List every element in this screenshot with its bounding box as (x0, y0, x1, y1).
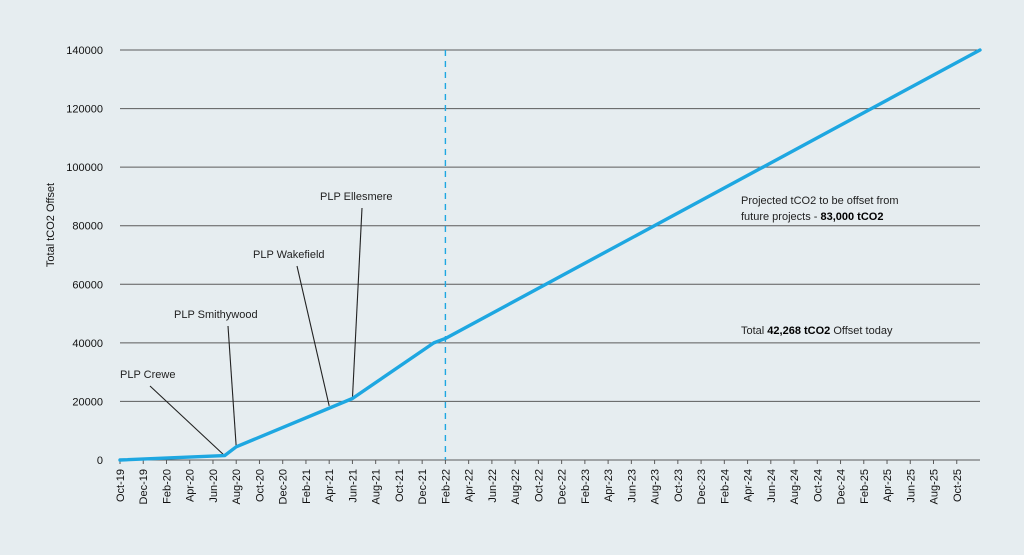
x-tick-label: Feb-24 (719, 469, 731, 504)
x-tick-label: Feb-21 (301, 469, 313, 504)
y-tick-label: 100000 (66, 162, 103, 174)
x-tick-label: Apr-23 (603, 469, 615, 502)
chart-notes: Projected tCO2 to be offset from future p… (741, 195, 899, 337)
annotation-label: PLP Wakefield (253, 249, 325, 261)
x-tick-label: Dec-23 (696, 469, 708, 504)
x-tick-label: Jun-23 (626, 469, 638, 503)
x-tick-label: Dec-20 (278, 469, 290, 504)
x-tick-label: Feb-20 (161, 469, 173, 504)
x-tick-label: Feb-25 (859, 469, 871, 504)
annotation-leader-line (149, 385, 225, 457)
y-tick-label: 0 (97, 455, 103, 467)
annotation-leader-line (296, 265, 330, 406)
x-tick-label: Oct-23 (673, 469, 685, 502)
x-tick-label: Apr-22 (464, 469, 476, 502)
x-axis-ticks: Oct-19 Dec-19 Feb-20 Apr-20 Jun-20 Aug-20 Oct-… (115, 460, 964, 504)
x-tick-label: Oct-25 (952, 469, 964, 502)
x-tick-label: Feb-23 (580, 469, 592, 504)
y-axis-ticks: 0 20000 40000 60000 80000 100000 120000 140000 (66, 45, 103, 467)
x-tick-label: Oct-22 (533, 469, 545, 502)
annotation-label: PLP Crewe (120, 369, 175, 381)
x-tick-label: Aug-23 (650, 469, 662, 504)
chart-note: Projected tCO2 to be offset from (741, 195, 899, 207)
series-layer (118, 48, 982, 462)
x-tick-label: Jun-24 (766, 469, 778, 503)
x-tick-label: Aug-21 (371, 469, 383, 504)
x-tick-label: Oct-24 (812, 469, 824, 502)
x-tick-label: Aug-22 (510, 469, 522, 504)
x-tick-label: Jun-25 (905, 469, 917, 503)
annotation-label: PLP Ellesmere (320, 191, 393, 203)
annotations: PLP Crewe PLP Smithywood PLP Wakefield PLP … (120, 191, 393, 457)
x-tick-label: Oct-21 (394, 469, 406, 502)
x-tick-label: Apr-25 (882, 469, 894, 502)
x-tick-label: Dec-22 (557, 469, 569, 504)
y-tick-label: 80000 (72, 221, 103, 233)
y-tick-label: 140000 (66, 45, 103, 57)
x-tick-label: Aug-20 (231, 469, 243, 504)
x-tick-label: Jun-20 (208, 469, 220, 503)
x-tick-label: Aug-24 (789, 469, 801, 504)
x-tick-label: Apr-20 (185, 469, 197, 502)
grid-lines (120, 49, 980, 461)
x-tick-label: Aug-25 (929, 469, 941, 504)
x-tick-label: Dec-19 (138, 469, 150, 504)
x-tick-label: Dec-24 (836, 469, 848, 504)
y-tick-label: 40000 (72, 338, 103, 350)
x-tick-label: Apr-24 (743, 469, 755, 502)
x-tick-label: Feb-22 (440, 469, 452, 504)
annotation-leader-line (227, 325, 237, 447)
y-axis-label: Total tCO2 Offset (45, 183, 57, 267)
y-tick-label: 120000 (66, 104, 103, 116)
y-tick-label: 20000 (72, 396, 103, 408)
chart-note: future projects - 83,000 tCO2 (741, 211, 883, 223)
x-tick-label: Dec-21 (417, 469, 429, 504)
x-tick-label: Oct-20 (254, 469, 266, 502)
series-line (118, 48, 982, 462)
annotation-leader-line (351, 207, 363, 399)
chart-note: Total 42,268 tCO2 Offset today (741, 325, 893, 337)
x-tick-label: Jun-21 (347, 469, 359, 503)
x-tick-label: Jun-22 (487, 469, 499, 503)
y-tick-label: 60000 (72, 279, 103, 291)
x-tick-label: Oct-19 (115, 469, 127, 502)
annotation-label: PLP Smithywood (174, 309, 258, 321)
x-tick-label: Apr-21 (324, 469, 336, 502)
